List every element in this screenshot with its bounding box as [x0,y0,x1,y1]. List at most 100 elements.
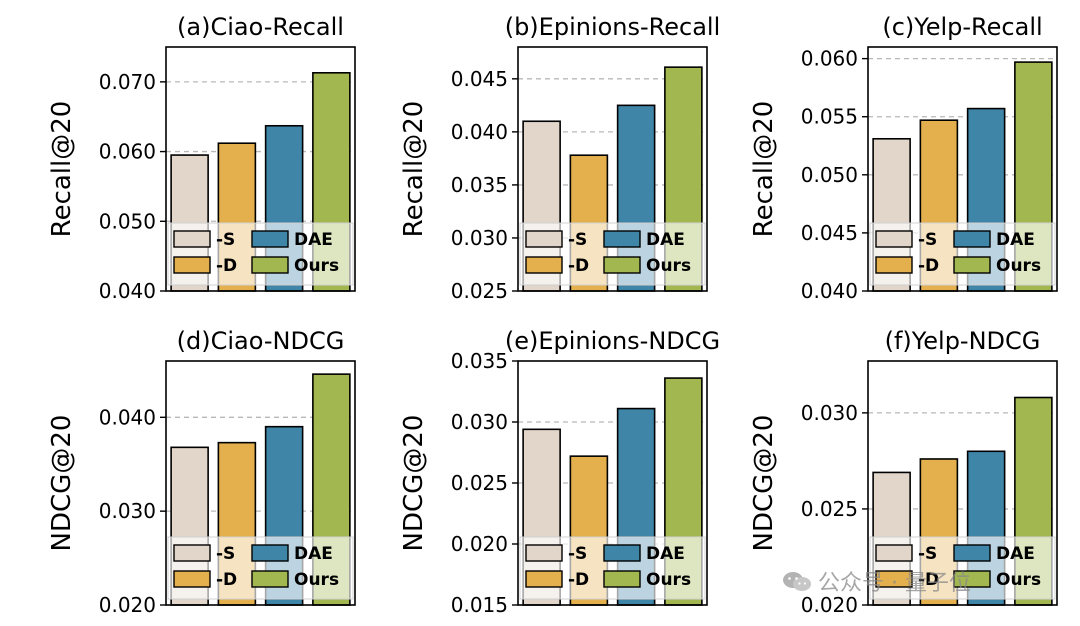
chart-title: (f)Yelp-NDCG [885,327,1041,355]
legend-label: -S [568,544,587,564]
legend-label: DAE [996,544,1035,564]
axes-frame [867,360,1058,606]
legend-label: Ours [646,256,691,276]
chart-3: 0.040 0.045 0.050 0.055 0.060 -S DAE -D Ours (c)Y… [749,13,1058,303]
legend-swatch [251,544,289,562]
y-tick-label: 0.030 [451,226,508,250]
legend-label: Ours [294,256,339,276]
legend-swatch [875,256,913,274]
axes-frame [165,46,356,292]
y-tick-label: 0.025 [451,471,508,495]
legend-swatch [251,230,289,248]
chart-title: (b)Epinions-Recall [505,13,721,41]
y-axis-label: NDCG@20 [399,415,429,552]
y-tick-label: 0.020 [801,593,858,617]
chart-4: 0.020 0.030 0.040 -S DAE -D Ours (d)Ciao-NDCG ND… [47,327,356,617]
y-tick-label: 0.050 [99,209,156,233]
y-tick-label: 0.025 [801,497,858,521]
legend-label: Ours [294,570,339,590]
y-tick-label: 0.035 [451,173,508,197]
legend-label: -S [918,230,937,250]
legend-label: DAE [294,544,333,564]
y-tick-label: 0.050 [801,163,858,187]
y-tick-label: 0.025 [451,279,508,303]
legend-swatch [603,230,641,248]
chart-5: 0.015 0.020 0.025 0.030 0.035 -S DAE -D Ours (e)E… [399,327,720,617]
y-axis-label: Recall@20 [399,101,429,238]
y-tick-label: 0.020 [451,532,508,556]
chart-6: 0.020 0.025 0.030 -S DAE -D Ours (f)Yelp-NDCG ND… [749,327,1058,617]
wechat-icon [783,572,811,591]
watermark-text: 公众号 · 量子位 [818,571,971,596]
legend-swatch [953,256,991,274]
legend-label: -D [568,256,589,276]
chart-title: (d)Ciao-NDCG [177,327,345,355]
legend-label: -S [568,230,587,250]
y-axis-label: Recall@20 [47,101,77,238]
legend-swatch [525,570,563,588]
legend-swatch [525,544,563,562]
legend-label: -S [918,544,937,564]
legend-swatch [173,230,211,248]
legend-label: Ours [646,570,691,590]
y-tick-label: 0.060 [99,140,156,164]
y-tick-label: 0.070 [99,70,156,94]
axes-frame [867,46,1058,292]
y-tick-label: 0.030 [801,401,858,425]
chart-1: 0.040 0.050 0.060 0.070 -S DAE -D Ours (a)Ciao-R… [47,13,356,303]
y-tick-label: 0.040 [99,405,156,429]
y-tick-label: 0.045 [801,221,858,245]
legend-swatch [875,544,913,562]
legend-label: -S [216,544,235,564]
chart-2: 0.025 0.030 0.035 0.040 0.045 -S DAE -D Ours (b)E… [399,13,720,303]
y-tick-label: 0.040 [801,279,858,303]
axes-frame [517,360,708,606]
legend-label: DAE [294,230,333,250]
legend-swatch [953,544,991,562]
y-axis-label: NDCG@20 [749,415,779,552]
legend-label: -D [216,256,237,276]
legend-swatch [173,256,211,274]
y-tick-label: 0.045 [451,67,508,91]
legend-swatch [173,544,211,562]
y-tick-label: 0.030 [451,410,508,434]
y-tick-label: 0.030 [99,499,156,523]
y-tick-label: 0.035 [451,349,508,373]
legend-label: DAE [996,230,1035,250]
legend-swatch [953,570,991,588]
legend-swatch [251,570,289,588]
y-tick-label: 0.040 [99,279,156,303]
legend-label: Ours [996,570,1041,590]
y-tick-label: 0.020 [99,593,156,617]
legend-swatch [603,256,641,274]
legend-label: Ours [996,256,1041,276]
legend-label: -D [918,256,939,276]
legend-label: DAE [646,230,685,250]
y-axis-label: NDCG@20 [47,415,77,552]
chart-title: (c)Yelp-Recall [882,13,1042,41]
legend-swatch [525,230,563,248]
y-axis-label: Recall@20 [749,101,779,238]
legend-swatch [251,256,289,274]
watermark: 公众号 · 量子位 [782,565,971,597]
legend-swatch [525,256,563,274]
legend-swatch [173,570,211,588]
legend-swatch [603,570,641,588]
axes-frame [517,46,708,292]
legend-label: -D [216,570,237,590]
legend-swatch [875,230,913,248]
y-tick-label: 0.015 [451,593,508,617]
axes-frame [165,360,356,606]
chart-title: (e)Epinions-NDCG [505,327,720,355]
y-tick-label: 0.060 [801,47,858,71]
legend-label: -D [568,570,589,590]
legend-label: DAE [646,544,685,564]
legend-label: -S [216,230,235,250]
y-tick-label: 0.040 [451,120,508,144]
chart-title: (a)Ciao-Recall [177,13,344,41]
legend-swatch [603,544,641,562]
legend-label: -D [918,570,939,590]
y-tick-label: 0.055 [801,105,858,129]
legend-swatch [875,570,913,588]
